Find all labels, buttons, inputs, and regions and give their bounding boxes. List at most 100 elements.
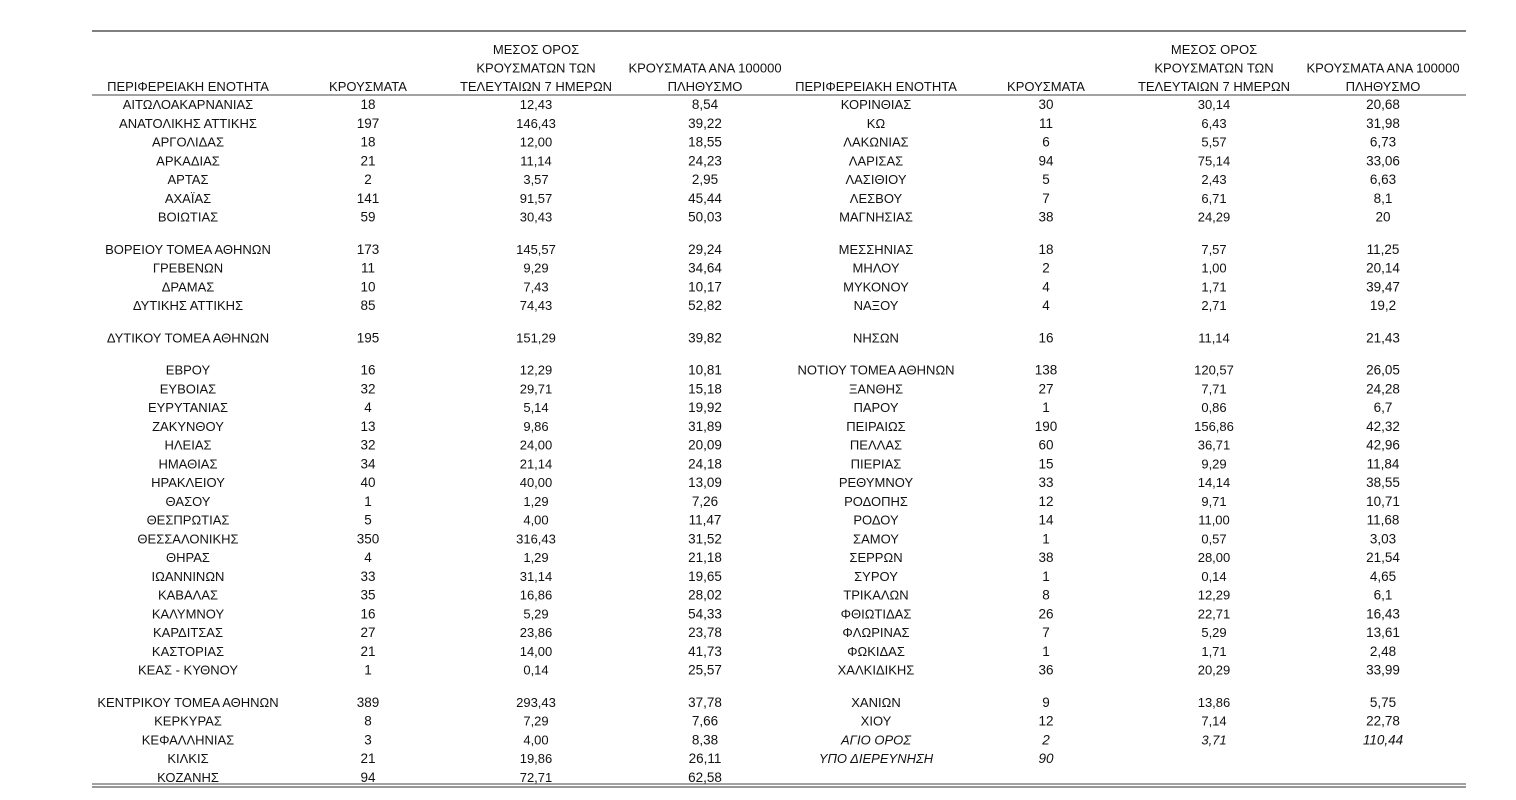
value-cell: 20 [1375, 210, 1390, 225]
value-cell: 33,06 [1366, 153, 1400, 168]
region-cell: ΕΥΒΟΙΑΣ [160, 381, 216, 396]
region-cell: ΗΡΑΚΛΕΙΟΥ [151, 475, 225, 490]
value-cell: 18 [360, 97, 375, 112]
header-cell: ΚΡΟΥΣΜΑΤΩΝ ΤΩΝ [1154, 61, 1273, 76]
region-cell: ΑΡΓΟΛΙΔΑΣ [152, 135, 224, 150]
value-cell: 32 [360, 381, 375, 396]
value-cell: 14 [1038, 513, 1054, 528]
value-cell: 16 [1038, 330, 1053, 345]
value-cell: 156,86 [1194, 419, 1234, 434]
value-cell: 45,44 [688, 191, 722, 206]
region-cell: ΚΑΛΥΜΝΟΥ [152, 606, 225, 621]
value-cell: 8,1 [1374, 191, 1393, 206]
value-cell: 3,71 [1201, 732, 1226, 747]
value-cell: 74,43 [520, 298, 553, 313]
value-cell: 20,68 [1366, 97, 1400, 112]
value-cell: 110,44 [1363, 732, 1403, 747]
value-cell: 28,02 [688, 588, 722, 603]
value-cell: 38 [1038, 550, 1053, 565]
region-cell: ΠΑΡΟΥ [853, 400, 898, 415]
value-cell: 13,86 [1198, 695, 1231, 710]
value-cell: 2,95 [692, 172, 718, 187]
value-cell: 0,14 [523, 663, 548, 678]
value-cell: 16,86 [520, 588, 553, 603]
region-cell: ΔΥΤΙΚΟΥ ΤΟΜΕΑ ΑΘΗΝΩΝ [107, 330, 269, 345]
region-cell: ΡΟΔΟΠΗΣ [844, 494, 908, 509]
value-cell: 316,43 [516, 531, 556, 546]
value-cell: 94 [360, 770, 376, 785]
value-cell: 22,71 [1198, 606, 1231, 621]
value-cell: 37,78 [688, 695, 722, 710]
value-cell: 5,29 [523, 606, 548, 621]
value-cell: 11,14 [1198, 330, 1230, 345]
region-cell: ΚΑΡΔΙΤΣΑΣ [153, 625, 223, 640]
value-cell: 19,2 [1370, 298, 1396, 313]
value-cell: 2,48 [1370, 644, 1396, 659]
region-cell: ΛΕΣΒΟΥ [850, 191, 903, 206]
region-cell: ΑΝΑΤΟΛΙΚΗΣ ΑΤΤΙΚΗΣ [119, 116, 257, 131]
region-cell: ΧΑΛΚΙΔΙΚΗΣ [838, 663, 915, 678]
value-cell: 9,86 [523, 419, 548, 434]
value-cell: 6,73 [1370, 135, 1396, 150]
value-cell: 7 [1042, 625, 1050, 640]
value-cell: 120,57 [1194, 363, 1234, 378]
value-cell: 21,43 [1366, 330, 1400, 345]
region-cell: ΣΥΡΟΥ [854, 569, 898, 584]
value-cell: 26,11 [689, 751, 722, 766]
header-cell: ΜΕΣΟΣ ΟΡΟΣ [493, 42, 579, 57]
value-cell: 31,14 [520, 569, 553, 584]
value-cell: 25,57 [688, 663, 722, 678]
value-cell: 151,29 [516, 330, 556, 345]
value-cell: 1,71 [1201, 279, 1226, 294]
value-cell: 2,43 [1201, 172, 1226, 187]
value-cell: 11,47 [689, 513, 722, 528]
value-cell: 34 [360, 456, 376, 471]
value-cell: 36 [1038, 663, 1053, 678]
value-cell: 10,17 [688, 279, 722, 294]
value-cell: 16 [360, 363, 375, 378]
value-cell: 350 [357, 531, 380, 546]
region-cell: ΣΑΜΟΥ [853, 531, 899, 546]
value-cell: 31,89 [688, 419, 722, 434]
value-cell: 11,68 [1367, 513, 1400, 528]
region-cell: ΒΟΡΕΙΟΥ ΤΟΜΕΑ ΑΘΗΝΩΝ [105, 242, 271, 257]
value-cell: 7,26 [692, 494, 718, 509]
value-cell: 11,84 [1367, 456, 1400, 471]
value-cell: 13,09 [688, 475, 722, 490]
value-cell: 33 [360, 569, 375, 584]
value-cell: 5,75 [1370, 695, 1396, 710]
value-cell: 1 [1042, 531, 1050, 546]
value-cell: 190 [1035, 419, 1058, 434]
value-cell: 7,57 [1201, 242, 1226, 257]
value-cell: 26,05 [1366, 363, 1400, 378]
region-cell: ΚΩ [867, 116, 886, 131]
value-cell: 6 [1042, 135, 1050, 150]
value-cell: 0,14 [1201, 569, 1226, 584]
value-cell: 293,43 [516, 695, 556, 710]
value-cell: 3 [364, 732, 372, 747]
region-cell: ΧΑΝΙΩΝ [851, 695, 900, 710]
region-cell: ΚΕΝΤΡΙΚΟΥ ΤΟΜΕΑ ΑΘΗΝΩΝ [97, 695, 278, 710]
value-cell: 10,71 [1366, 494, 1400, 509]
value-cell: 31,52 [688, 531, 722, 546]
region-cell: ΘΗΡΑΣ [166, 550, 210, 565]
header-cell: ΠΛΗΘΥΣΜΟ [1346, 79, 1421, 94]
value-cell: 7,29 [523, 714, 548, 729]
region-cell: ΡΕΘΥΜΝΟΥ [839, 475, 914, 490]
value-cell: 20,14 [1366, 261, 1400, 276]
value-cell: 72,71 [520, 770, 553, 785]
value-cell: 2 [1041, 732, 1050, 747]
value-cell: 9,71 [1201, 494, 1226, 509]
value-cell: 4 [1042, 298, 1050, 313]
value-cell: 75,14 [1198, 153, 1231, 168]
region-cell: ΜΗΛΟΥ [853, 261, 900, 276]
value-cell: 3,57 [523, 172, 548, 187]
value-cell: 4,00 [523, 513, 548, 528]
region-cell: ΛΑΣΙΘΙΟΥ [845, 172, 906, 187]
value-cell: 60 [1038, 438, 1053, 453]
value-cell: 6,71 [1201, 191, 1226, 206]
region-cell: ΠΕΙΡΑΙΩΣ [846, 419, 905, 434]
value-cell: 20,29 [1198, 663, 1231, 678]
value-cell: 2,71 [1201, 298, 1226, 313]
